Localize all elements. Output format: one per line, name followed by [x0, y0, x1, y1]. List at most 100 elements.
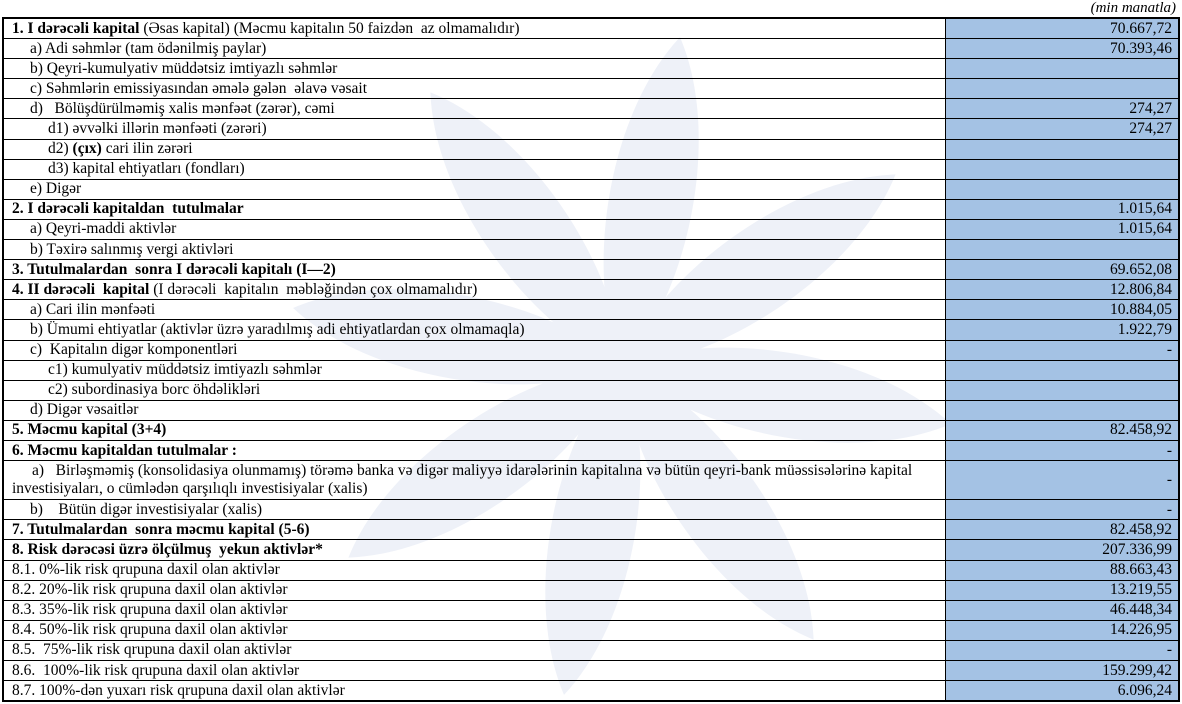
table-row: d1) əvvəlki illərin mənfəəti (zərəri) 274… [4, 118, 1178, 139]
row-label-cell: b) Ümumi ehtiyatlar (aktivlər üzrə yarad… [4, 320, 945, 339]
row-value [945, 59, 1178, 79]
row-value: - [945, 440, 1178, 461]
row-value [945, 400, 1178, 420]
row-label-cell: 8.6. 100%-lik risk qrupuna daxil olan ak… [4, 661, 945, 680]
row-label: a) Adi səhmlər (tam ödənilmiş paylar) [30, 39, 267, 57]
row-label-cell: b) Bütün digər investisiyalar (xalis) [4, 500, 945, 519]
row-label-cell: 3. Tutulmalardan sonra I dərəcəli kapita… [4, 260, 945, 279]
row-label-cell: 8.3. 35%-lik risk qrupuna daxil olan akt… [4, 601, 945, 620]
row-label: 8.3. 35%-lik risk qrupuna daxil olan akt… [12, 601, 288, 619]
table-row: 8.5. 75%-lik risk qrupuna daxil olan akt… [4, 639, 1178, 660]
row-label: 8.5. 75%-lik risk qrupuna daxil olan akt… [12, 641, 292, 659]
row-label: d1) əvvəlki illərin mənfəəti (zərəri) [48, 120, 267, 138]
table-row: 7. Tutulmalardan sonra məcmu kapital (5-… [4, 519, 1178, 540]
unit-note: (min manatla) [1090, 0, 1176, 16]
row-label-cell: d) Bölüşdürülməmiş xalis mənfəət (zərər)… [4, 99, 945, 118]
row-value: 1.015,64 [945, 199, 1178, 219]
row-value: 6.096,24 [945, 681, 1178, 701]
row-value: 10.884,05 [945, 300, 1178, 320]
row-value: 13.219,55 [945, 580, 1178, 600]
row-label: d) Bölüşdürülməmiş xalis mənfəət (zərər)… [30, 99, 335, 117]
row-label: 8. Risk dərəcəsi üzrə ölçülmuş yekun akt… [12, 540, 323, 558]
table-row: 8. Risk dərəcəsi üzrə ölçülmuş yekun akt… [4, 539, 1178, 560]
table-row: d3) kapital ehtiyatları (fondları) [4, 158, 1178, 179]
row-label: 8.7. 100%-dən yuxarı risk qrupuna daxil … [12, 681, 345, 699]
row-value [945, 380, 1178, 400]
row-value: - [945, 640, 1178, 660]
row-label-cell: a) Cari ilin mənfəəti [4, 300, 945, 319]
table-row: a) Adi səhmlər (tam ödənilmiş paylar) 70.… [4, 38, 1178, 59]
row-label: c) Kapitalın digər komponentləri [30, 341, 238, 359]
table-row: a) Birləşməmiş (konsolidasiya olunmamış)… [4, 460, 1178, 500]
row-label-cell: e) Digər [4, 180, 945, 199]
row-label: b) Ümumi ehtiyatlar (aktivlər üzrə yarad… [30, 320, 525, 338]
row-label: 5. Məcmu kapital (3+4) [12, 421, 167, 439]
row-label-cell: 8.5. 75%-lik risk qrupuna daxil olan akt… [4, 641, 945, 660]
row-label-cell: 7. Tutulmalardan sonra məcmu kapital (5-… [4, 520, 945, 539]
row-label-cell: 8. Risk dərəcəsi üzrə ölçülmuş yekun akt… [4, 540, 945, 559]
table-row: b) Bütün digər investisiyalar (xalis) - [4, 499, 1178, 520]
row-label: c2) subordinasiya borc öhdəlikləri [48, 381, 261, 399]
table-row: c) Səhmlərin emissiyasından əmələ gələn … [4, 78, 1178, 99]
table-row: 8.7. 100%-dən yuxarı risk qrupuna daxil … [4, 680, 1178, 701]
row-value [945, 360, 1178, 380]
table-row: b) Təxirə salınmış vergi aktivləri [4, 239, 1178, 260]
table-row: c) Kapitalın digər komponentləri - [4, 339, 1178, 360]
row-value: 207.336,99 [945, 540, 1178, 560]
row-value: - [945, 461, 1178, 500]
row-label-cell: a) Adi səhmlər (tam ödənilmiş paylar) [4, 39, 945, 58]
row-label: 4. II dərəcəli kapital (I dərəcəli kapit… [12, 280, 478, 298]
row-value: 1.922,79 [945, 320, 1178, 340]
row-label-cell: d1) əvvəlki illərin mənfəəti (zərəri) [4, 119, 945, 138]
row-label: c1) kumulyativ müddətsiz imtiyazlı səhml… [48, 361, 322, 379]
row-label: b) Qeyri-kumulyativ müddətsiz imtiyazlı … [30, 59, 338, 77]
row-value: 46.448,34 [945, 600, 1178, 620]
table-row: 4. II dərəcəli kapital (I dərəcəli kapit… [4, 279, 1178, 300]
row-value [945, 159, 1178, 179]
row-value: 70.667,72 [945, 19, 1178, 39]
row-value: 274,27 [945, 119, 1178, 139]
row-label: d3) kapital ehtiyatları (fondları) [48, 160, 245, 178]
row-value: 69.652,08 [945, 260, 1178, 280]
row-label: d2) (çıx) cari ilin zərəri [48, 140, 193, 158]
table-row: a) Cari ilin mənfəəti 10.884,05 [4, 299, 1178, 320]
row-label-cell: 1. I dərəcəli kapital (Əsas kapital) (Mə… [4, 19, 945, 38]
row-label: e) Digər [30, 180, 82, 198]
row-label-cell: c) Kapitalın digər komponentləri [4, 341, 945, 360]
row-value: 14.226,95 [945, 620, 1178, 640]
row-value [945, 240, 1178, 260]
row-label: 8.6. 100%-lik risk qrupuna daxil olan ak… [12, 661, 300, 679]
row-label: a) Qeyri-maddi aktivlər [30, 220, 177, 238]
row-label: 6. Məcmu kapitaldan tutulmalar : [12, 441, 237, 459]
row-label: b) Bütün digər investisiyalar (xalis) [30, 500, 263, 518]
row-label: 2. I dərəcəli kapitaldan tutulmalar [12, 200, 244, 218]
table-row: a) Qeyri-maddi aktivlər 1.015,64 [4, 218, 1178, 240]
table-row: 2. I dərəcəli kapitaldan tutulmalar 1.015… [4, 198, 1178, 219]
capital-table: 1. I dərəcəli kapital (Əsas kapital) (Mə… [2, 17, 1180, 702]
row-label: 3. Tutulmalardan sonra I dərəcəli kapita… [12, 260, 336, 278]
table-row: c2) subordinasiya borc öhdəlikləri [4, 379, 1178, 400]
table-row: e) Digər [4, 178, 1178, 199]
row-label-cell: 8.1. 0%-lik risk qrupuna daxil olan akti… [4, 561, 945, 580]
table-row: b) Ümumi ehtiyatlar (aktivlər üzrə yarad… [4, 319, 1178, 340]
table-row: 5. Məcmu kapital (3+4) 82.458,92 [4, 419, 1178, 440]
row-label: c) Səhmlərin emissiyasından əmələ gələn … [30, 79, 368, 97]
row-label: 7. Tutulmalardan sonra məcmu kapital (5-… [12, 520, 310, 538]
row-label: a) Birləşməmiş (konsolidasiya olunmamış)… [12, 462, 917, 498]
row-label-cell: d2) (çıx) cari ilin zərəri [4, 140, 945, 159]
table-row: d) Digər vəsaitlər [4, 399, 1178, 420]
row-label-cell: b) Təxirə salınmış vergi aktivləri [4, 240, 945, 259]
row-label: b) Təxirə salınmış vergi aktivləri [30, 240, 234, 258]
table-row: 8.3. 35%-lik risk qrupuna daxil olan akt… [4, 599, 1178, 620]
row-label: 8.1. 0%-lik risk qrupuna daxil olan akti… [12, 561, 280, 579]
row-value [945, 139, 1178, 159]
row-label-cell: 8.7. 100%-dən yuxarı risk qrupuna daxil … [4, 681, 945, 700]
row-label-cell: 2. I dərəcəli kapitaldan tutulmalar [4, 200, 945, 219]
table-row: 8.2. 20%-lik risk qrupuna daxil olan akt… [4, 579, 1178, 600]
row-value: - [945, 500, 1178, 520]
row-label-cell: 6. Məcmu kapitaldan tutulmalar : [4, 441, 945, 460]
table-row: c1) kumulyativ müddətsiz imtiyazlı səhml… [4, 359, 1178, 380]
row-value [945, 79, 1178, 99]
table-row: b) Qeyri-kumulyativ müddətsiz imtiyazlı … [4, 58, 1178, 79]
row-label-cell: d) Digər vəsaitlər [4, 401, 945, 420]
